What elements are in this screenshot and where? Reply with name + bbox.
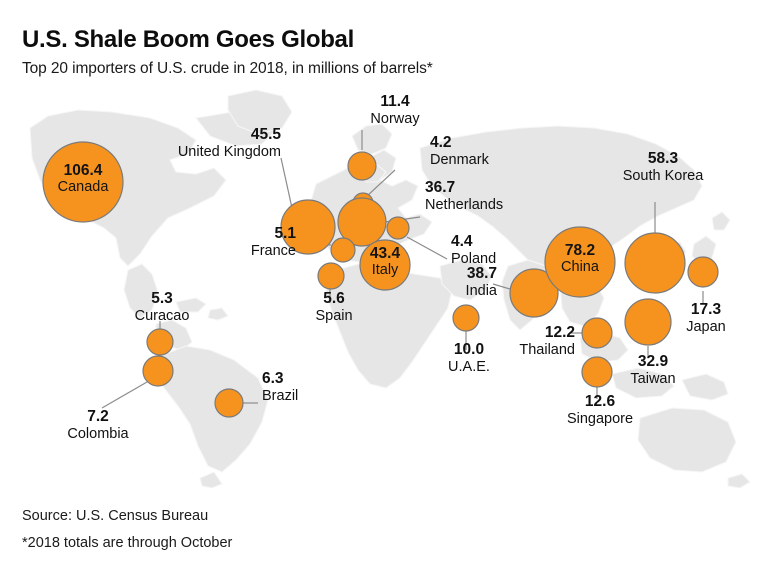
label-united-kingdom: 45.5 United Kingdom <box>81 126 281 161</box>
value-south-korea: 58.3 <box>647 150 679 167</box>
name-curacao: Curacao <box>134 307 190 324</box>
bubble-india[interactable] <box>509 268 559 318</box>
name-norway: Norway <box>370 110 420 127</box>
bubble-thailand[interactable] <box>581 317 613 349</box>
bubble-canada[interactable] <box>42 141 124 223</box>
name-denmark: Denmark <box>430 151 489 168</box>
value-u-a-e: 10.0 <box>453 341 485 358</box>
bubble-singapore[interactable] <box>581 356 613 388</box>
name-india: India <box>465 282 497 299</box>
bubble-united-kingdom[interactable] <box>280 199 336 255</box>
name-france: France <box>250 242 296 259</box>
world-map: 106.4 Canada 45.5 United Kingdom 11.4 Norway 4… <box>0 88 768 488</box>
value-colombia: 7.2 <box>87 408 109 425</box>
bubble-japan[interactable] <box>687 256 719 288</box>
label-france: 5.1 France <box>96 225 296 260</box>
label-thailand: 12.2 Thailand <box>375 324 575 359</box>
name-brazil: Brazil <box>262 387 299 404</box>
value-norway: 11.4 <box>380 93 410 110</box>
name-taiwan: Taiwan <box>630 370 676 387</box>
name-south-korea: South Korea <box>622 167 704 184</box>
bubble-curacao[interactable] <box>146 328 174 356</box>
name-netherlands: Netherlands <box>425 196 504 213</box>
value-taiwan: 32.9 <box>637 353 669 370</box>
name-japan: Japan <box>686 318 726 335</box>
label-denmark: 4.2 Denmark <box>430 134 630 169</box>
value-curacao: 5.3 <box>151 290 173 307</box>
bubble-u-a-e[interactable] <box>452 304 480 332</box>
value-japan: 17.3 <box>690 301 722 318</box>
leader-line <box>406 236 448 260</box>
bubble-china[interactable] <box>544 226 616 298</box>
value-netherlands: 36.7 <box>425 179 456 196</box>
name-singapore: Singapore <box>566 410 634 427</box>
label-india: 38.7 India <box>297 265 497 300</box>
name-thailand: Thailand <box>519 341 575 358</box>
name-u-a-e: U.A.E. <box>448 358 490 375</box>
label-singapore: 12.6 Singapore <box>500 393 700 428</box>
bubble-netherlands[interactable] <box>337 197 387 247</box>
label-u-a-e: 10.0 U.A.E. <box>369 341 569 376</box>
label-japan: 17.3 Japan <box>606 301 768 336</box>
label-south-korea: 58.3 South Korea <box>563 150 763 185</box>
leader-line <box>492 283 511 290</box>
leader-line <box>101 381 148 409</box>
bubble-italy[interactable] <box>359 239 411 291</box>
label-taiwan: 32.9 Taiwan <box>553 353 753 388</box>
bubble-brazil[interactable] <box>214 388 244 418</box>
value-brazil: 6.3 <box>262 370 284 387</box>
name-spain: Spain <box>315 307 353 324</box>
bubble-spain[interactable] <box>317 262 345 290</box>
label-netherlands: 36.7 Netherlands <box>425 179 625 214</box>
name-poland: Poland <box>451 250 497 267</box>
label-colombia: 7.2 Colombia <box>0 408 198 443</box>
value-singapore: 12.6 <box>584 393 616 410</box>
value-poland: 4.4 <box>451 233 473 250</box>
value-thailand: 12.2 <box>544 324 575 341</box>
leader-line <box>280 157 293 209</box>
bubbles <box>42 141 719 418</box>
page-subtitle: Top 20 importers of U.S. crude in 2018, … <box>22 60 433 77</box>
value-india: 38.7 <box>466 265 497 282</box>
bubble-layer <box>42 130 719 418</box>
bubble-taiwan[interactable] <box>624 298 672 346</box>
page-title: U.S. Shale Boom Goes Global <box>22 26 354 53</box>
bubble-poland[interactable] <box>386 216 410 240</box>
leader-line <box>365 169 396 198</box>
value-united-kingdom: 45.5 <box>250 126 281 143</box>
label-brazil: 6.3 Brazil <box>262 370 462 405</box>
label-norway: 11.4 Norway <box>295 93 495 128</box>
bubble-france[interactable] <box>330 237 356 263</box>
label-spain: 5.6 Spain <box>234 290 434 325</box>
source-text: Source: U.S. Census Bureau <box>22 508 209 524</box>
footnote-text: *2018 totals are through October <box>22 535 233 551</box>
name-colombia: Colombia <box>67 425 129 442</box>
label-curacao: 5.3 Curacao <box>62 290 262 325</box>
value-france: 5.1 <box>274 225 296 242</box>
value-spain: 5.6 <box>323 290 345 307</box>
value-denmark: 4.2 <box>430 134 452 151</box>
bubble-colombia[interactable] <box>142 355 174 387</box>
bubble-south-korea[interactable] <box>624 232 686 294</box>
label-poland: 4.4 Poland <box>451 233 651 268</box>
bubble-norway[interactable] <box>347 151 377 181</box>
name-united-kingdom: United Kingdom <box>177 143 281 160</box>
